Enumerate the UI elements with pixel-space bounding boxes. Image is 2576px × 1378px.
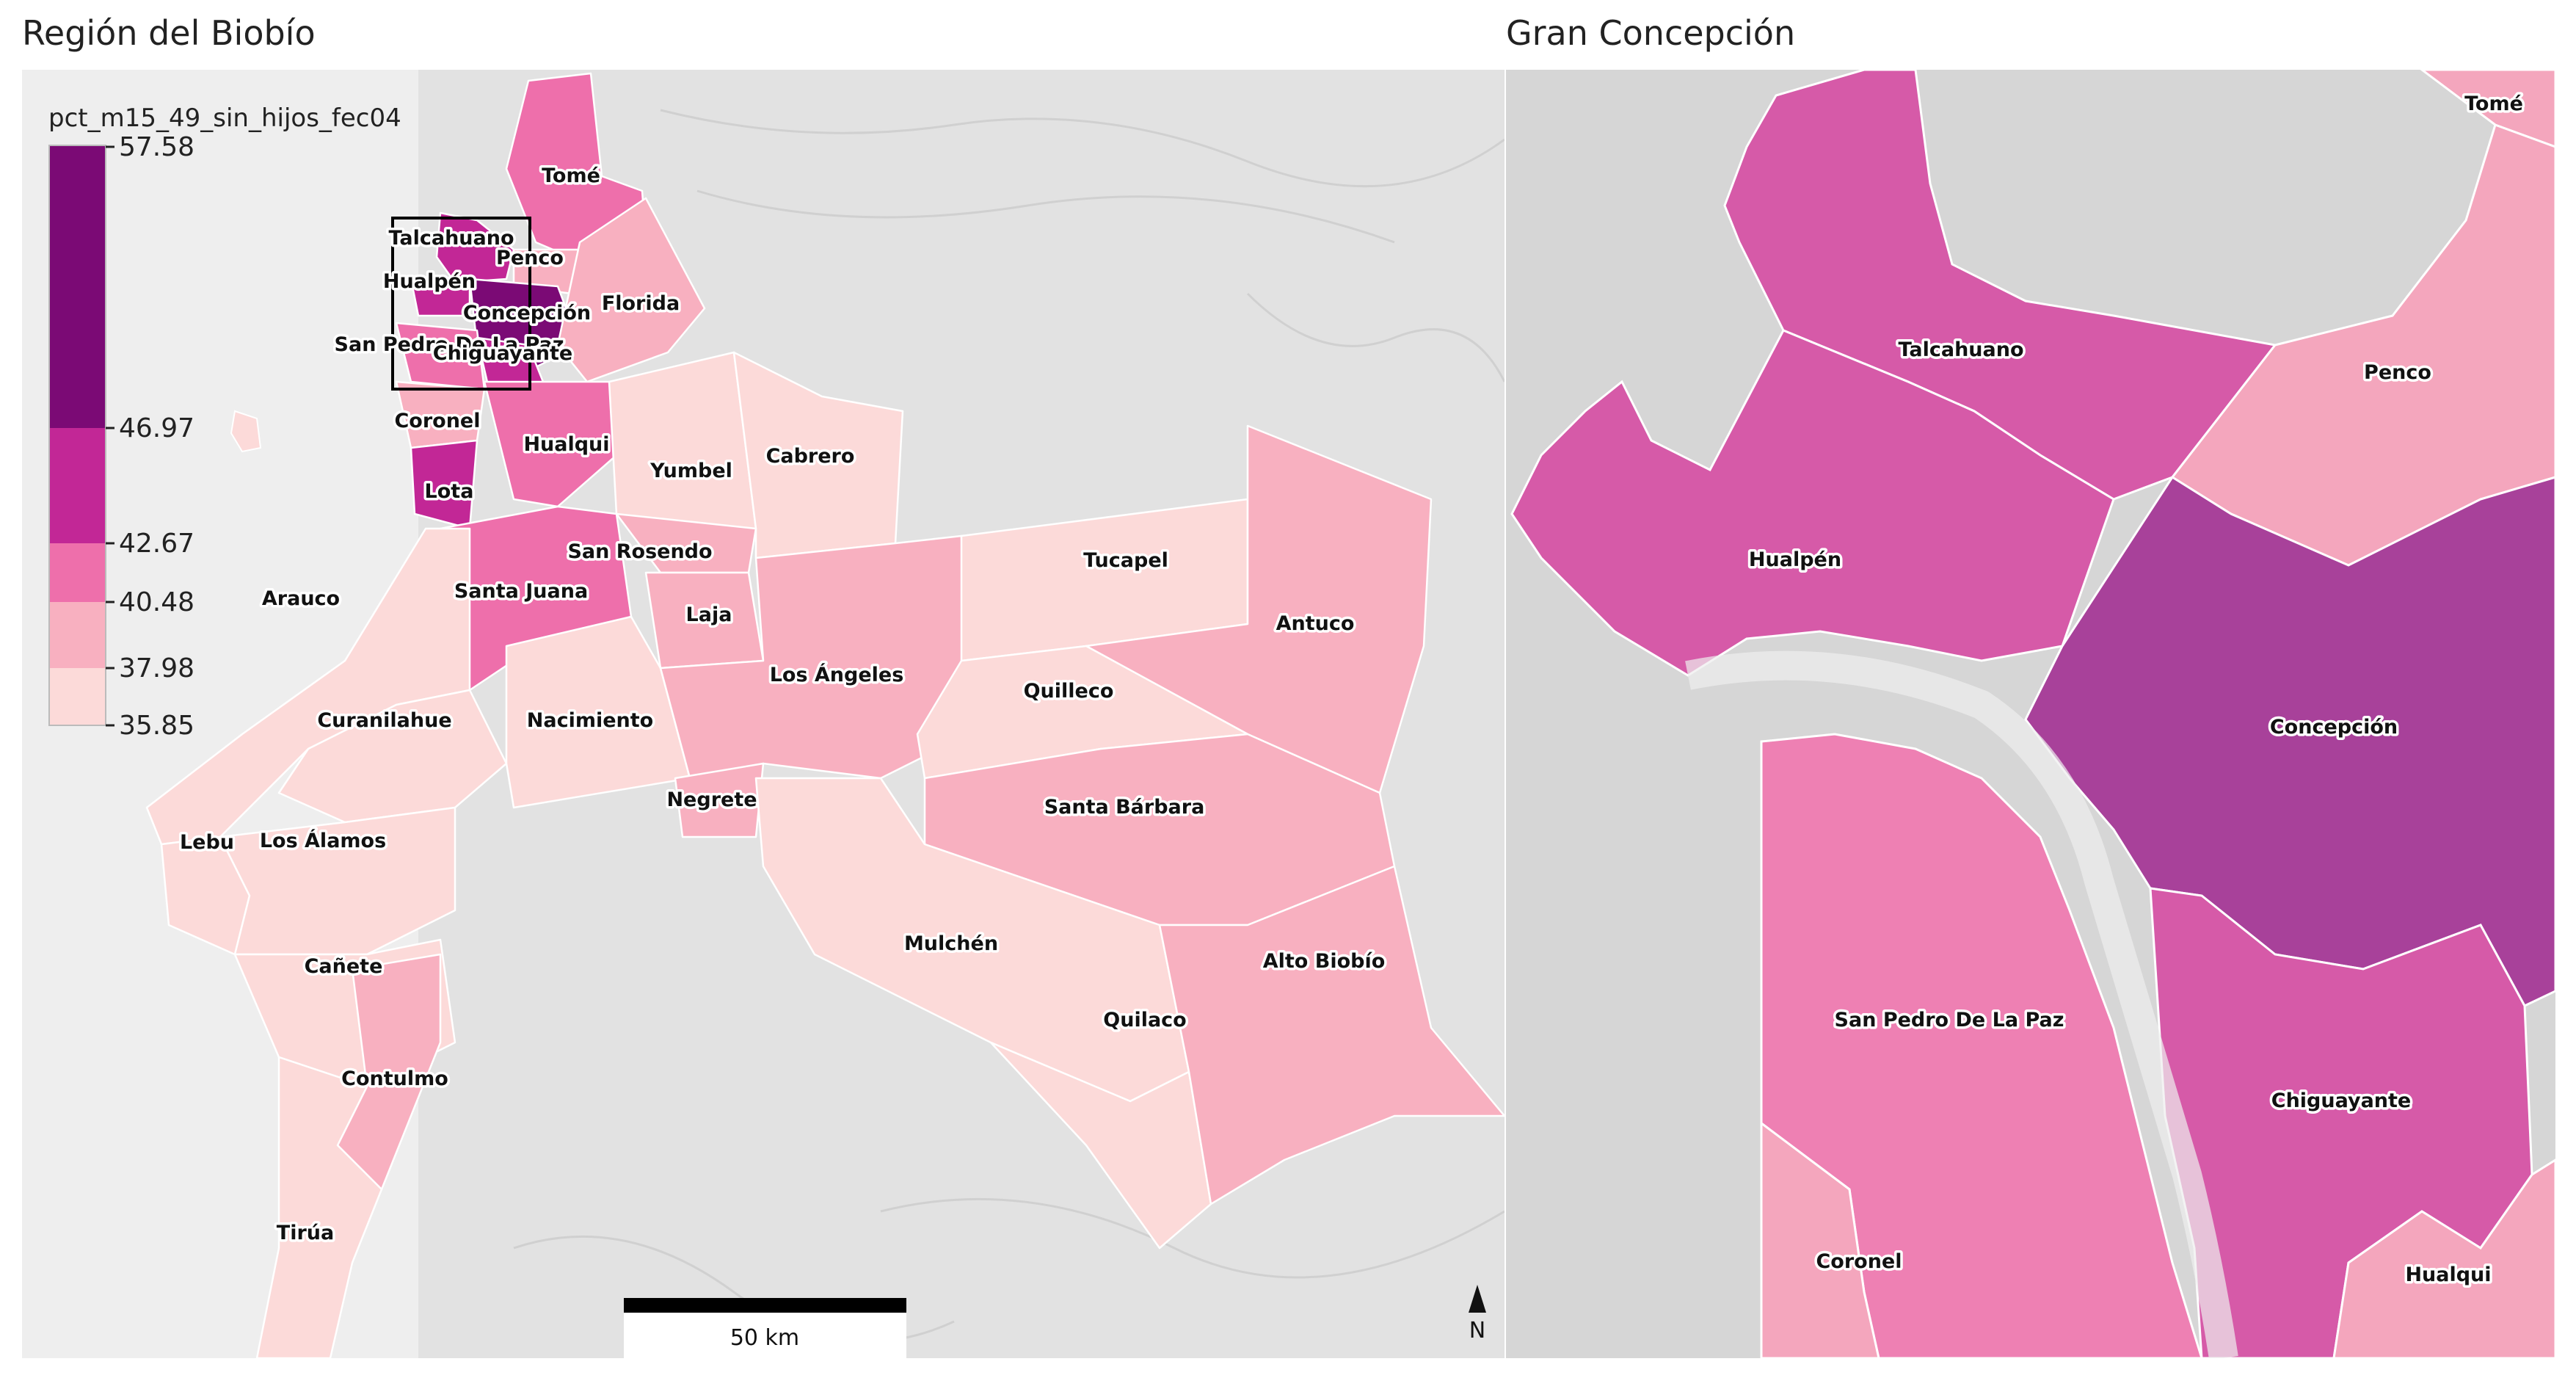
legend-tick-6: 35.85 — [119, 711, 194, 741]
legend-bin-5 — [49, 145, 106, 428]
inset-label-concepcion: Concepción — [2270, 716, 2398, 739]
comuna-tirua — [255, 1056, 383, 1358]
legend-tick-1: 57.58 — [119, 132, 194, 162]
comuna-alto-biobio — [1158, 865, 1505, 1205]
legend-bin-2 — [49, 602, 106, 668]
label-coronel: Coronel — [394, 410, 480, 432]
right-panel-title: Gran Concepción — [1506, 13, 1796, 53]
label-negrete: Negrete — [666, 788, 757, 811]
label-lota: Lota — [425, 480, 474, 503]
inset-label-penco: Penco — [2364, 361, 2431, 384]
label-cabrero: Cabrero — [766, 445, 855, 468]
label-tucapel: Tucapel — [1083, 549, 1168, 572]
label-quilleco: Quilleco — [1024, 680, 1114, 703]
label-canete: Cañete — [305, 955, 383, 978]
label-talcahuano: Talcahuano — [388, 227, 514, 250]
label-curanilahue: Curanilahue — [317, 709, 451, 732]
label-laja: Laja — [686, 603, 732, 626]
inset-label-coronel: Coronel — [1816, 1250, 1902, 1273]
region-labels: Tomé Talcahuano Penco Hualpén Concepción… — [177, 162, 1387, 1247]
label-los-alamos: Los Álamos — [260, 829, 386, 852]
inset-label-chiguayante: Chiguayante — [2271, 1089, 2412, 1112]
north-arrow-label: N — [1469, 1318, 1485, 1343]
legend-bin-1 — [49, 668, 106, 725]
scale-bar: 50 km — [624, 1298, 906, 1358]
label-quilaco: Quilaco — [1103, 1009, 1186, 1031]
inset-extent-box — [391, 217, 531, 391]
label-lebu: Lebu — [180, 831, 234, 854]
inset-labels: Tomé Talcahuano Penco Hualpén Concepción… — [1746, 90, 2525, 1289]
santa-maria-island — [230, 410, 262, 453]
comuna-curanilahue — [277, 689, 508, 824]
legend-bin-4 — [49, 428, 106, 543]
label-contulmo: Contulmo — [341, 1067, 448, 1090]
label-alto-biobio: Alto Biobío — [1263, 950, 1386, 973]
label-san-pedro: San Pedro De La Paz — [335, 333, 564, 356]
comuna-talcahuano — [435, 211, 515, 284]
label-tirua: Tirúa — [277, 1222, 334, 1244]
inset-label-san-pedro: San Pedro De La Paz — [1835, 1009, 2064, 1031]
legend-tick-3: 42.67 — [119, 529, 194, 559]
scale-bar-label: 50 km — [730, 1325, 799, 1351]
legend: pct_m15_49_sin_hijos_fec04 57.58 46.97 4… — [48, 104, 401, 741]
inset-label-hualqui: Hualqui — [2405, 1263, 2491, 1286]
label-yumbel: Yumbel — [650, 460, 732, 482]
label-mulchen: Mulchén — [904, 932, 998, 955]
inset-coronel — [1760, 1121, 1880, 1358]
label-san-rosendo: San Rosendo — [567, 540, 712, 563]
legend-bin-3 — [49, 543, 106, 602]
comuna-negrete — [674, 762, 765, 838]
label-antuco: Antuco — [1276, 612, 1355, 635]
inset-talcahuano — [1723, 70, 2277, 501]
label-chiguayante: Chiguayante — [433, 342, 573, 365]
comuna-los-alamos — [219, 806, 456, 956]
inset-label-tome: Tomé — [2464, 93, 2523, 115]
label-santa-barbara: Santa Bárbara — [1044, 796, 1205, 819]
label-nacimiento: Nacimiento — [527, 709, 653, 732]
left-panel-title: Región del Biobío — [22, 13, 316, 53]
region-map: Tomé Talcahuano Penco Hualpén Concepción… — [22, 70, 1505, 1358]
label-santa-juana: Santa Juana — [454, 580, 588, 603]
legend-tick-4: 40.48 — [119, 587, 194, 617]
label-arauco: Arauco — [262, 587, 340, 610]
inset-map: Tomé Talcahuano Penco Hualpén Concepción… — [1506, 70, 2555, 1358]
label-concepcion: Concepción — [463, 302, 591, 324]
biobio-river — [1685, 650, 2238, 1358]
comuna-florida — [556, 197, 706, 383]
inset-tome — [2420, 70, 2555, 148]
label-hualqui: Hualqui — [523, 433, 609, 456]
inset-label-talcahuano: Talcahuano — [1898, 338, 2023, 361]
label-hualpen: Hualpén — [383, 270, 476, 293]
terrain-lines — [513, 109, 1505, 1343]
label-penco: Penco — [496, 247, 564, 269]
inset-label-hualpen: Hualpén — [1749, 548, 1841, 571]
label-los-angeles: Los Ángeles — [770, 663, 904, 686]
label-tome: Tomé — [542, 164, 600, 187]
legend-tick-2: 46.97 — [119, 413, 194, 443]
inset-hualqui — [2332, 1158, 2555, 1358]
north-arrow-icon — [1469, 1285, 1486, 1313]
north-arrow: N — [1469, 1285, 1486, 1343]
label-florida: Florida — [602, 292, 680, 315]
legend-title: pct_m15_49_sin_hijos_fec04 — [48, 104, 401, 133]
comuna-hualpen — [410, 278, 471, 317]
legend-tick-5: 37.98 — [119, 653, 194, 683]
